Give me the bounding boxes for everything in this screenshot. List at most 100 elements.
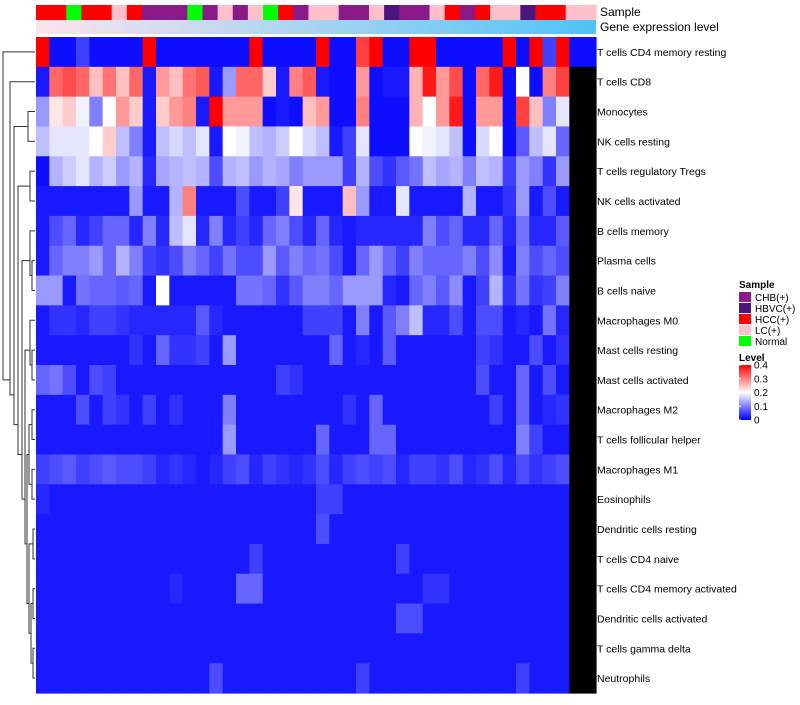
heatmap-cell bbox=[409, 96, 424, 128]
sample-bar-cell bbox=[36, 5, 52, 20]
row-label: Eosinophils bbox=[597, 494, 651, 506]
heatmap-cell bbox=[449, 126, 464, 157]
row-label: NK cells activated bbox=[597, 196, 681, 208]
heatmap-cell bbox=[582, 215, 597, 247]
heatmap-cell bbox=[76, 186, 90, 217]
heatmap-cell bbox=[462, 156, 477, 187]
heatmap-cell bbox=[196, 275, 210, 306]
heatmap-cell bbox=[316, 603, 330, 634]
heatmap-cell bbox=[169, 365, 184, 396]
heatmap-cell bbox=[236, 156, 250, 187]
heatmap-cell bbox=[236, 245, 250, 277]
heatmap-cell bbox=[209, 424, 224, 456]
heatmap-cell bbox=[569, 96, 584, 128]
heatmap-cell bbox=[502, 454, 517, 485]
heatmap-cell bbox=[49, 126, 64, 157]
heatmap-cell bbox=[356, 603, 370, 634]
heatmap-cell bbox=[62, 66, 77, 98]
heatmap-cell bbox=[316, 633, 330, 664]
heatmap-cell bbox=[76, 573, 90, 605]
heatmap-cell bbox=[62, 37, 77, 68]
heatmap-cell bbox=[156, 156, 170, 187]
heatmap-cell bbox=[156, 543, 170, 575]
heatmap-cell bbox=[342, 66, 357, 98]
heatmap-cell bbox=[342, 96, 357, 128]
heatmap-cell bbox=[342, 186, 357, 217]
heatmap-cell bbox=[569, 484, 584, 515]
heatmap-cell bbox=[356, 96, 370, 128]
heatmap-cell bbox=[569, 603, 584, 634]
heatmap-cell bbox=[236, 335, 250, 366]
heatmap-cell bbox=[582, 335, 597, 366]
heatmap-cell bbox=[422, 573, 437, 605]
heatmap-cell bbox=[156, 663, 170, 694]
heatmap-cell bbox=[369, 484, 384, 515]
heatmap-cell bbox=[489, 96, 504, 128]
legend-level-label: 0.2 bbox=[754, 388, 768, 399]
heatmap-cell bbox=[476, 424, 490, 456]
heatmap-cell bbox=[116, 663, 130, 694]
heatmap-cell bbox=[342, 275, 357, 306]
heatmap-cell bbox=[142, 454, 157, 485]
heatmap-cell bbox=[169, 603, 184, 634]
heatmap-cell bbox=[289, 66, 304, 98]
heatmap-cell bbox=[262, 66, 277, 98]
heatmap-cell bbox=[209, 573, 224, 605]
heatmap-cell bbox=[276, 215, 290, 247]
annotation-label-sample: Sample bbox=[600, 5, 641, 19]
heatmap-cell bbox=[396, 663, 410, 694]
heatmap-cell bbox=[356, 126, 370, 157]
heatmap-cell bbox=[276, 573, 290, 605]
heatmap-cell bbox=[582, 603, 597, 634]
heatmap-cell bbox=[62, 484, 77, 515]
heatmap-cell bbox=[89, 215, 104, 247]
heatmap-cell bbox=[36, 543, 50, 575]
heatmap-cell bbox=[316, 454, 330, 485]
heatmap-cell bbox=[356, 305, 370, 336]
heatmap-cell bbox=[102, 633, 117, 664]
heatmap-cell bbox=[182, 335, 197, 366]
heatmap-cell bbox=[116, 96, 130, 128]
heatmap-cell bbox=[302, 424, 317, 456]
heatmap-cell bbox=[476, 275, 490, 306]
heatmap-cell bbox=[369, 573, 384, 605]
heatmap-cell bbox=[236, 186, 250, 217]
heatmap-cell bbox=[49, 424, 64, 456]
legend-sample-label: LC(+) bbox=[755, 326, 780, 337]
row-label: Dendritic cells resting bbox=[597, 524, 697, 536]
row-labels: T cells CD4 memory resting T cells CD8 Mon… bbox=[597, 47, 737, 685]
heatmap-cell bbox=[356, 66, 370, 98]
heatmap-cell bbox=[302, 454, 317, 485]
legend-sample: Sample CHB(+)HBVC(+)HCC(+)LC(+)Normal bbox=[739, 280, 795, 348]
heatmap-cell bbox=[436, 215, 450, 247]
heatmap-cell bbox=[249, 603, 264, 634]
heatmap-cell bbox=[36, 66, 50, 98]
legend-level-label: 0 bbox=[754, 416, 760, 427]
heatmap-cell bbox=[449, 514, 464, 545]
sample-bar-cell bbox=[126, 5, 143, 20]
heatmap-cell bbox=[102, 305, 117, 336]
heatmap-cell bbox=[409, 126, 424, 157]
heatmap-cell bbox=[262, 126, 277, 157]
heatmap-cell bbox=[409, 484, 424, 515]
heatmap-cell bbox=[156, 484, 170, 515]
heatmap-cell bbox=[409, 186, 424, 217]
heatmap-cell bbox=[342, 126, 357, 157]
heatmap-cell bbox=[142, 484, 157, 515]
heatmap-cell bbox=[449, 365, 464, 396]
heatmap-cell bbox=[356, 335, 370, 366]
row-label: Macrophages M0 bbox=[597, 315, 678, 327]
heatmap-cell bbox=[462, 603, 477, 634]
heatmap-cell bbox=[502, 394, 517, 426]
heatmap-cell bbox=[276, 365, 290, 396]
heatmap-cell bbox=[249, 633, 264, 664]
heatmap-cell bbox=[502, 96, 517, 128]
heatmap-cell bbox=[102, 66, 117, 98]
heatmap-cell bbox=[49, 543, 64, 575]
heatmap-cell bbox=[369, 454, 384, 485]
heatmap-cell bbox=[76, 215, 90, 247]
heatmap-cell bbox=[409, 633, 424, 664]
heatmap-cell bbox=[462, 394, 477, 426]
heatmap-cell bbox=[276, 126, 290, 157]
